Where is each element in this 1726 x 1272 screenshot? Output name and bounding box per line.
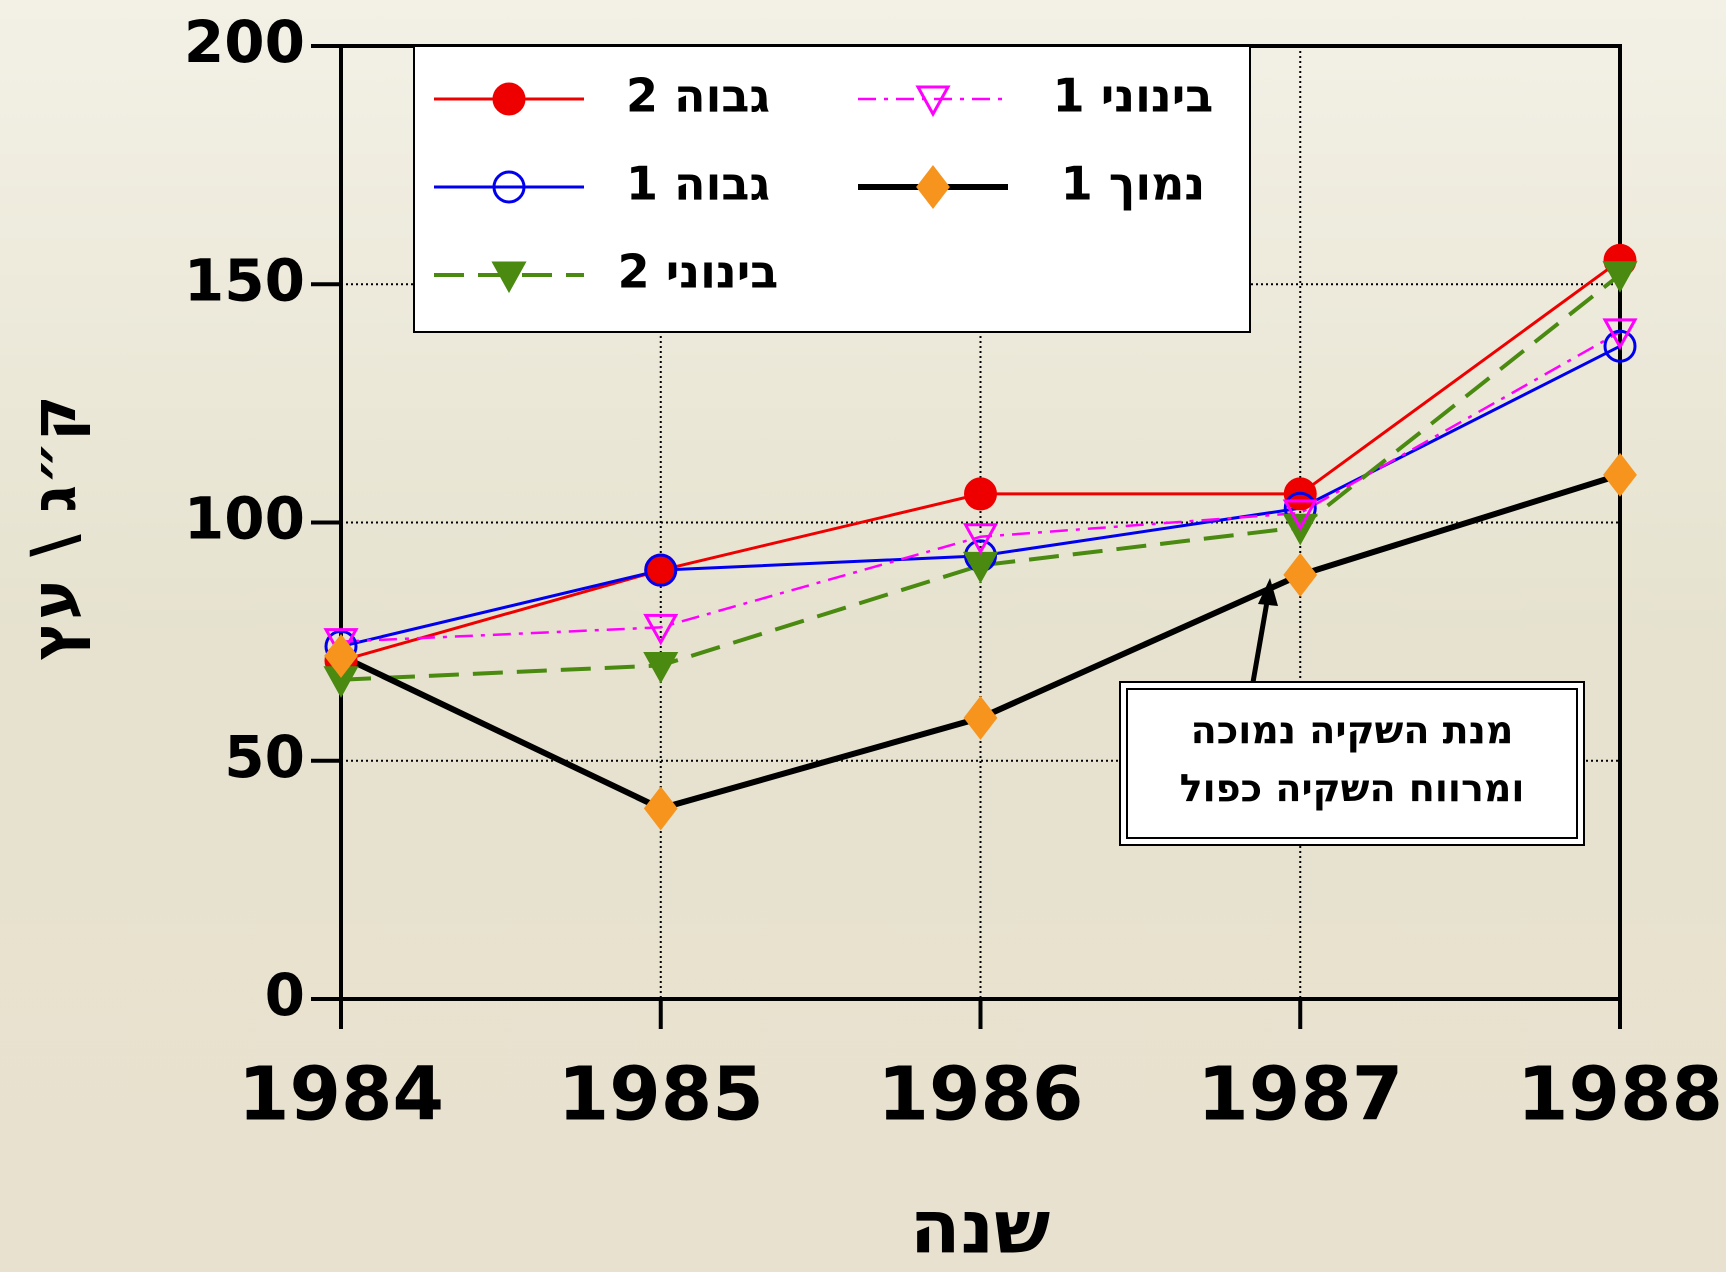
x-tick-label: 1986 xyxy=(878,1052,1084,1138)
y-tick-label: 100 xyxy=(184,485,305,553)
x-axis-label: שנה xyxy=(910,1185,1050,1271)
y-tick-label: 200 xyxy=(184,8,305,76)
legend-label: בינוני 1 xyxy=(1053,69,1214,123)
x-tick-label: 1984 xyxy=(238,1052,444,1138)
x-tick-label: 1987 xyxy=(1197,1052,1403,1138)
y-tick-label: 0 xyxy=(265,961,305,1029)
legend-label: נמוך 1 xyxy=(1061,157,1206,211)
annotation-box xyxy=(1120,682,1584,845)
y-tick-label: 150 xyxy=(184,246,305,314)
legend: גבוה 2 גבוה 1 בינוני 2 בינוני 1 נמוך 1 xyxy=(414,46,1250,332)
y-tick-label: 50 xyxy=(224,723,305,791)
annotation-text: מנת השקיה נמוכה xyxy=(1191,709,1514,753)
chart: שנה ק״ג \ עץ 0 50 100 150 200 1984 1985 1986 198… xyxy=(0,0,1726,1272)
y-axis-label: ק״ג \ עץ xyxy=(17,395,90,660)
marker xyxy=(966,479,996,509)
x-tick-label: 1988 xyxy=(1517,1052,1723,1138)
legend-label: בינוני 2 xyxy=(618,245,779,299)
annotation-text: ומרווח השקיה כפול xyxy=(1180,767,1525,811)
legend-label: גבוה 1 xyxy=(626,157,770,211)
legend-label: גבוה 2 xyxy=(626,69,770,123)
marker xyxy=(494,84,524,114)
x-tick-label: 1985 xyxy=(558,1052,764,1138)
